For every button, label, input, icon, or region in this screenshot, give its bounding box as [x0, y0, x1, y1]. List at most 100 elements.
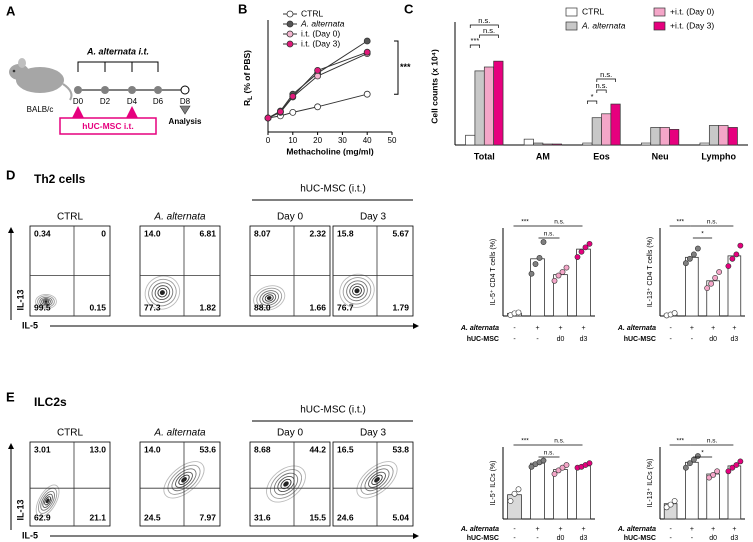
data-point	[551, 471, 558, 477]
significance-label: n.s.	[707, 219, 718, 226]
x-tick-label: Lympho	[701, 151, 736, 161]
x-tick-label: Neu	[652, 151, 669, 161]
quadrant-value: 53.6	[199, 444, 216, 454]
x-tick-label: 10	[288, 136, 297, 145]
data-point	[704, 285, 711, 292]
annotation: n.s.	[478, 16, 490, 25]
data-point	[582, 244, 589, 251]
msc-label: hUC-MSC i.t.	[82, 121, 133, 131]
quadrant-value: 53.8	[392, 444, 409, 454]
panel-letter: D	[6, 167, 15, 182]
annotation: *	[591, 92, 594, 101]
x-tick-label: 50	[388, 136, 397, 145]
legend-swatch	[565, 7, 578, 17]
bar	[523, 138, 534, 146]
table-cell: -	[536, 535, 539, 542]
bar	[483, 66, 495, 146]
data-point	[725, 263, 732, 270]
bar	[706, 473, 720, 520]
data-point	[563, 264, 570, 271]
table-cell: -	[513, 336, 516, 343]
density-contour	[159, 290, 165, 296]
data-point	[586, 460, 593, 467]
data-point	[528, 463, 535, 470]
data-point	[671, 498, 678, 504]
point	[363, 37, 371, 45]
quadrant-value: 8.07	[254, 228, 271, 238]
legend-label: +i.t. (Day 3)	[670, 20, 714, 30]
bar	[582, 142, 593, 146]
table-cell: -	[513, 535, 516, 542]
plot-label: Day 0	[277, 212, 304, 223]
significance-label: n.s.	[554, 219, 565, 226]
density-contour	[178, 474, 190, 485]
data-point	[733, 462, 740, 468]
data-point	[712, 274, 719, 281]
density-contour	[41, 298, 51, 306]
y-axis-label: RL (% of PBS)	[242, 50, 253, 106]
data-point	[716, 269, 723, 275]
bar	[659, 127, 670, 146]
table-row-label: A. alternata	[460, 526, 499, 533]
table-cell: +	[581, 325, 585, 332]
y-label-sub: L	[247, 96, 254, 100]
point	[363, 48, 371, 56]
data-point	[667, 501, 674, 508]
legend-label: A. alternata	[581, 20, 626, 30]
table-cell: -	[669, 526, 672, 533]
density-contour	[266, 296, 272, 300]
legend-label: CTRL	[582, 6, 604, 16]
table-cell: -	[669, 535, 672, 542]
plot-label: CTRL	[57, 428, 84, 439]
density-contour	[144, 275, 181, 310]
density-contour	[283, 481, 289, 487]
data-point	[686, 255, 693, 262]
quadrant-value: 99.5	[34, 302, 51, 312]
quadrant-value: 5.04	[392, 512, 409, 522]
quadrant-value: 2.32	[309, 228, 326, 238]
quadrant-value: 3.01	[34, 444, 51, 454]
bar	[533, 142, 544, 146]
legend-label: i.t. (Day 3)	[301, 38, 340, 48]
density-contour	[151, 282, 174, 303]
y-axis-label: Cell counts (x 10⁴)	[429, 49, 439, 124]
point	[314, 72, 322, 80]
quadrant-value: 6.81	[199, 228, 216, 238]
density-contour	[269, 469, 303, 499]
x-tick-label: 0	[266, 136, 271, 145]
data-point	[729, 255, 736, 262]
x-axis-label: Methacholine (mg/ml)	[286, 146, 374, 156]
quadrant-value: 14.0	[144, 444, 161, 454]
legend-label: A. alternata	[300, 18, 345, 28]
group-header: hUC-MSC (i.t.)	[300, 184, 366, 195]
day-label: D6	[153, 97, 164, 106]
data-point	[578, 248, 585, 255]
plot-label: CTRL	[57, 212, 84, 223]
table-cell: +	[558, 526, 562, 533]
bar	[553, 469, 568, 520]
significance-label: n.s.	[544, 231, 555, 238]
plot-frame	[249, 441, 331, 527]
table-cell: -	[691, 336, 694, 343]
quadrant-value: 88.0	[254, 302, 271, 312]
significance-label: n.s.	[707, 438, 718, 445]
table-cell: -	[691, 535, 694, 542]
bar	[727, 465, 742, 520]
strain-label: BALB/c	[27, 105, 54, 114]
day-label: D0	[73, 97, 84, 106]
bar	[591, 117, 602, 146]
plot-frame	[29, 441, 111, 527]
legend-marker	[286, 40, 294, 48]
significance-bracket	[469, 24, 499, 28]
table-cell: -	[536, 336, 539, 343]
quadrant-value: 24.6	[337, 512, 354, 522]
panel-letter: A	[6, 3, 16, 18]
density-contour	[175, 471, 193, 488]
density-contour	[371, 474, 383, 485]
density-contour	[264, 294, 274, 302]
bar	[708, 125, 720, 146]
table-row-label: A. alternata	[460, 325, 499, 332]
table-cell: d3	[580, 535, 588, 542]
plot-frame	[332, 225, 414, 317]
legend-label: +i.t. (Day 0)	[670, 6, 714, 16]
